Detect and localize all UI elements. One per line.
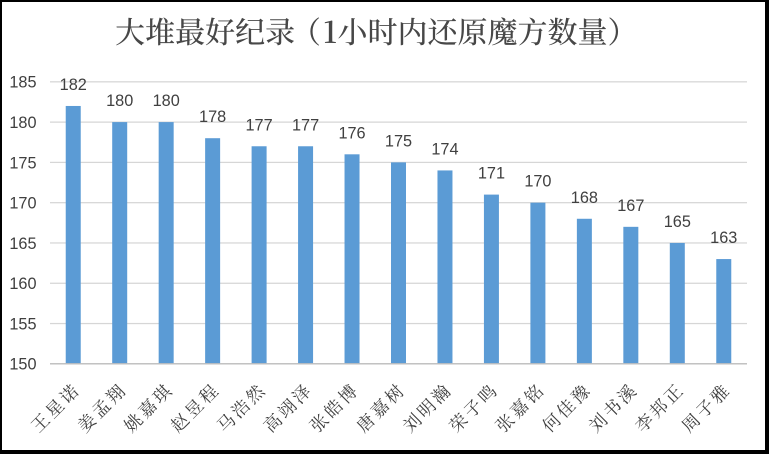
svg-text:167: 167 <box>617 197 644 215</box>
svg-text:180: 180 <box>106 92 133 110</box>
svg-text:150: 150 <box>9 356 36 374</box>
svg-text:175: 175 <box>9 154 36 172</box>
svg-text:175: 175 <box>385 132 412 150</box>
svg-text:180: 180 <box>153 92 180 110</box>
svg-text:185: 185 <box>9 74 36 92</box>
svg-text:176: 176 <box>338 124 365 142</box>
svg-text:165: 165 <box>664 213 691 231</box>
svg-text:160: 160 <box>9 275 36 293</box>
svg-text:155: 155 <box>9 315 36 333</box>
svg-text:177: 177 <box>292 116 319 134</box>
svg-text:168: 168 <box>571 189 598 207</box>
svg-text:178: 178 <box>199 108 226 126</box>
svg-text:177: 177 <box>246 116 273 134</box>
svg-text:163: 163 <box>710 229 737 247</box>
svg-text:170: 170 <box>9 195 36 213</box>
svg-text:180: 180 <box>9 114 36 132</box>
svg-text:174: 174 <box>431 140 458 158</box>
svg-text:165: 165 <box>9 235 36 253</box>
svg-text:170: 170 <box>524 173 551 191</box>
svg-text:171: 171 <box>478 165 505 183</box>
svg-text:182: 182 <box>60 76 87 94</box>
